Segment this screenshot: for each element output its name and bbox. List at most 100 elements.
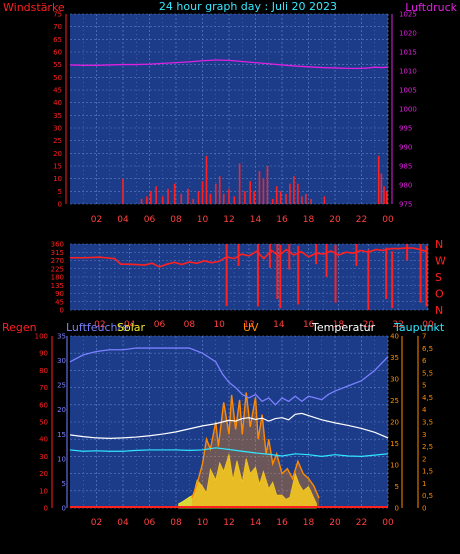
x-tick-label-wind: 12 <box>223 215 234 225</box>
y-tick-label-windstaerke: 30 <box>53 125 62 133</box>
x-tick-label-wind: 06 <box>144 215 156 225</box>
y-tick-label-uv: 4 <box>422 406 427 414</box>
y-tick-label-windrichtung: 90 <box>55 290 64 298</box>
y-tick-label-regen: 20 <box>39 470 48 478</box>
x-tick-label-dir: 06 <box>154 320 166 330</box>
compass-label: O <box>435 288 444 301</box>
x-tick-label-climate: 18 <box>303 518 315 528</box>
x-tick-label-climate: 20 <box>329 518 341 528</box>
y-tick-label-uv: 6,5 <box>422 345 433 353</box>
y-tick-label-windrichtung: 315 <box>51 249 64 257</box>
x-tick-label-dir: 10 <box>213 320 225 330</box>
x-tick-label-wind: 18 <box>303 215 315 225</box>
y-tick-label-uv: 7 <box>422 333 426 341</box>
y-tick-label-regen: 90 <box>39 350 48 358</box>
taupunkt-line <box>69 447 389 458</box>
y-tick-label-windstaerke: 60 <box>53 49 62 57</box>
x-tick-label-dir: 18 <box>333 320 345 330</box>
y-tick-label-luftdruck: 980 <box>399 182 412 190</box>
x-tick-label-climate: 08 <box>170 518 182 528</box>
y-tick-label-windstaerke: 50 <box>53 74 62 82</box>
y-tick-label-uv: 3,5 <box>422 419 433 427</box>
y-tick-label-windstaerke: 65 <box>53 36 62 44</box>
x-tick-label-wind: 08 <box>170 215 182 225</box>
temperatur-label: Temperatur <box>311 321 376 334</box>
x-tick-label-wind: 00 <box>382 215 394 225</box>
y-tick-label-temperatur: 30 <box>390 376 399 384</box>
y-tick-label-regen: 60 <box>39 401 48 409</box>
y-tick-label-luftfeuchte: 20 <box>57 406 66 414</box>
x-tick-label-climate: 12 <box>223 518 234 528</box>
x-tick-label-dir: 08 <box>184 320 196 330</box>
x-tick-label-dir: 02 <box>94 320 105 330</box>
x-tick-label-wind: 02 <box>91 215 102 225</box>
compass-label: S <box>435 271 442 284</box>
y-tick-label-uv: 5 <box>422 382 426 390</box>
x-tick-label-climate: 14 <box>250 518 262 528</box>
regen-label: Regen <box>2 321 37 334</box>
y-tick-label-uv: 4,5 <box>422 394 433 402</box>
y-tick-label-regen: 30 <box>39 453 48 461</box>
y-tick-label-uv: 6 <box>422 357 427 365</box>
solar-area <box>178 454 317 509</box>
compass-label: W <box>435 255 446 268</box>
x-tick-label-dir: 14 <box>273 320 285 330</box>
y-tick-label-uv: 5,5 <box>422 369 433 377</box>
y-tick-label-windstaerke: 45 <box>53 87 62 95</box>
solar-label: Solar <box>117 321 146 334</box>
x-tick-label-wind: 22 <box>356 215 367 225</box>
x-tick-label-dir: 22 <box>392 320 403 330</box>
y-tick-label-windrichtung: 360 <box>51 241 64 249</box>
y-tick-label-uv: 0,5 <box>422 492 433 500</box>
y-tick-label-uv: 2,5 <box>422 443 433 451</box>
y-tick-label-luftfeuchte: 35 <box>57 333 66 341</box>
y-tick-label-luftfeuchte: 0 <box>62 505 66 513</box>
y-tick-label-luftdruck: 1020 <box>399 30 417 38</box>
y-tick-label-windrichtung: 0 <box>60 307 64 315</box>
uv-label: UV <box>243 321 259 334</box>
y-tick-label-windrichtung: 270 <box>51 257 64 265</box>
y-tick-label-luftdruck: 1000 <box>399 106 417 114</box>
y-tick-label-luftdruck: 1015 <box>399 49 417 57</box>
y-tick-label-temperatur: 35 <box>390 354 399 362</box>
y-tick-label-windrichtung: 135 <box>51 282 64 290</box>
windrichtung-line <box>70 247 429 268</box>
x-tick-label-wind: 04 <box>117 215 129 225</box>
x-tick-label-climate: 00 <box>382 518 394 528</box>
y-tick-label-regen: 80 <box>39 367 48 375</box>
y-tick-label-luftfeuchte: 30 <box>57 357 66 365</box>
x-tick-label-climate: 02 <box>91 518 102 528</box>
x-tick-label-dir: 04 <box>124 320 136 330</box>
y-tick-label-windstaerke: 35 <box>53 112 62 120</box>
y-tick-label-windrichtung: 225 <box>51 265 64 273</box>
y-tick-label-luftdruck: 985 <box>399 163 412 171</box>
uv-line <box>191 392 320 499</box>
x-tick-label-dir: 16 <box>303 320 315 330</box>
y-tick-label-luftfeuchte: 25 <box>57 382 66 390</box>
luftdruck-label: Luftdruck <box>405 1 457 14</box>
x-tick-label-climate: 04 <box>117 518 129 528</box>
x-tick-label-wind: 16 <box>276 215 288 225</box>
x-tick-label-climate: 06 <box>144 518 156 528</box>
chart-title: 24 hour graph day : Juli 20 2023 <box>159 0 337 13</box>
y-tick-label-regen: 100 <box>35 333 48 341</box>
x-tick-label-wind: 14 <box>250 215 262 225</box>
y-tick-label-temperatur: 25 <box>390 397 399 405</box>
series-layer <box>69 59 429 509</box>
y-tick-label-uv: 2 <box>422 455 426 463</box>
compass-label: N <box>435 238 443 251</box>
y-tick-label-temperatur: 15 <box>390 440 399 448</box>
y-tick-label-luftdruck: 1010 <box>399 68 417 76</box>
y-tick-label-uv: 1 <box>422 480 426 488</box>
x-tick-label-wind: 10 <box>197 215 209 225</box>
y-tick-label-windstaerke: 0 <box>58 201 62 209</box>
y-tick-label-regen: 50 <box>39 419 48 427</box>
y-tick-label-windstaerke: 15 <box>53 163 62 171</box>
y-tick-label-temperatur: 0 <box>395 505 399 513</box>
y-tick-label-luftdruck: 995 <box>399 125 412 133</box>
windstaerke-label: Windstärke <box>3 1 65 14</box>
panel-wind-pressure <box>70 14 388 204</box>
y-tick-label-luftdruck: 975 <box>399 201 412 209</box>
y-tick-label-windstaerke: 40 <box>53 99 62 107</box>
